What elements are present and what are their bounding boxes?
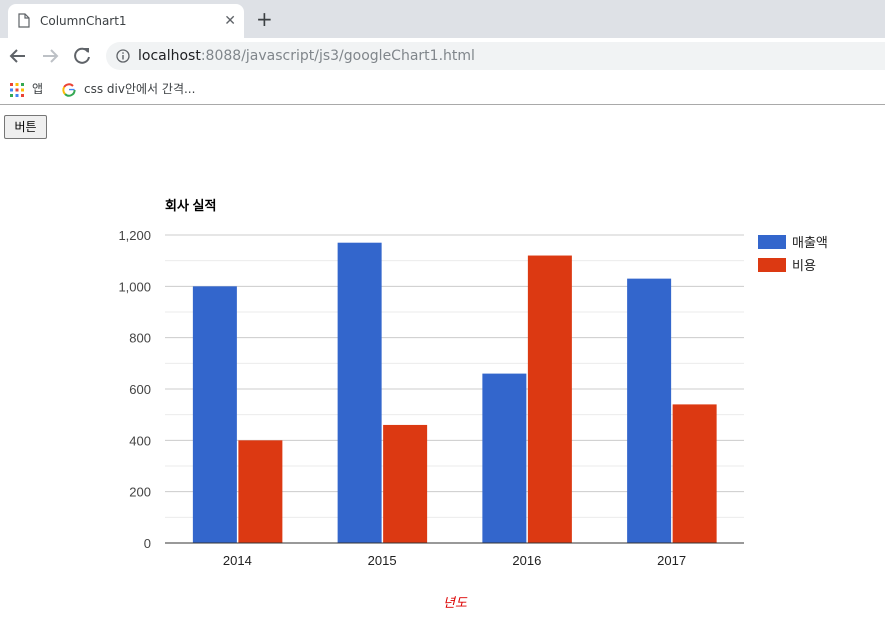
info-icon[interactable] bbox=[116, 49, 130, 63]
legend-label: 매출액 bbox=[792, 235, 828, 250]
bookmark-apps[interactable]: 앱 bbox=[10, 79, 43, 99]
x-tick-label: 2017 bbox=[657, 553, 686, 568]
bar-매출액-2014[interactable] bbox=[192, 286, 237, 543]
bookmarks-bar: 앱 css div안에서 간격... bbox=[0, 74, 885, 105]
bar-매출액-2015[interactable] bbox=[337, 242, 382, 543]
legend-swatch bbox=[758, 258, 786, 272]
bar-비용-2017[interactable] bbox=[672, 404, 717, 543]
apps-grid-icon bbox=[10, 82, 24, 97]
y-tick-label: 0 bbox=[144, 536, 151, 551]
y-tick-label: 800 bbox=[129, 331, 151, 346]
url-host: localhost bbox=[138, 48, 201, 64]
url-path: :8088/javascript/js3/googleChart1.html bbox=[200, 48, 475, 64]
y-tick-label: 400 bbox=[129, 433, 151, 448]
google-g-icon bbox=[62, 82, 76, 97]
y-axis-ticks: 0 200 400 600 800 1,000 1,200 bbox=[118, 228, 151, 551]
x-tick-label: 2014 bbox=[223, 553, 252, 568]
legend-swatch bbox=[758, 235, 786, 249]
x-axis-label: 년도 bbox=[443, 595, 468, 610]
chart-title: 회사 실적 bbox=[165, 198, 216, 213]
bar-비용-2015[interactable] bbox=[383, 424, 428, 543]
x-tick-label: 2015 bbox=[368, 553, 397, 568]
bar-매출액-2017[interactable] bbox=[627, 278, 672, 543]
reload-icon[interactable] bbox=[70, 44, 94, 68]
tab-strip: ColumnChart1 ✕ + bbox=[0, 0, 885, 38]
y-tick-label: 1,200 bbox=[118, 228, 151, 243]
browser-toolbar: localhost:8088/javascript/js3/googleChar… bbox=[0, 38, 885, 74]
page-button[interactable]: 버튼 bbox=[4, 115, 47, 139]
bar-비용-2014[interactable] bbox=[238, 440, 283, 543]
tab-active[interactable]: ColumnChart1 ✕ bbox=[8, 4, 244, 38]
chart-bars bbox=[192, 242, 717, 543]
address-bar[interactable]: localhost:8088/javascript/js3/googleChar… bbox=[106, 42, 885, 70]
y-tick-label: 1,000 bbox=[118, 279, 151, 294]
new-tab-icon[interactable]: + bbox=[256, 7, 273, 31]
url-text: localhost:8088/javascript/js3/googleChar… bbox=[138, 48, 475, 64]
bar-비용-2016[interactable] bbox=[527, 255, 572, 543]
y-tick-label: 200 bbox=[129, 485, 151, 500]
x-axis-ticks: 2014 2015 2016 2017 bbox=[223, 553, 686, 568]
bookmark-label: 앱 bbox=[32, 82, 44, 96]
document-icon bbox=[18, 13, 30, 28]
bookmark-google[interactable]: css div안에서 간격... bbox=[62, 79, 195, 99]
x-tick-label: 2016 bbox=[512, 553, 541, 568]
tab-close-icon[interactable]: ✕ bbox=[224, 13, 236, 29]
tab-title: ColumnChart1 bbox=[40, 14, 127, 28]
bar-매출액-2016[interactable] bbox=[482, 373, 527, 543]
y-tick-label: 600 bbox=[129, 382, 151, 397]
back-arrow-icon[interactable] bbox=[6, 44, 30, 68]
legend-label: 비용 bbox=[792, 258, 816, 273]
forward-arrow-icon[interactable] bbox=[38, 44, 62, 68]
bookmark-label: css div안에서 간격... bbox=[84, 82, 196, 96]
